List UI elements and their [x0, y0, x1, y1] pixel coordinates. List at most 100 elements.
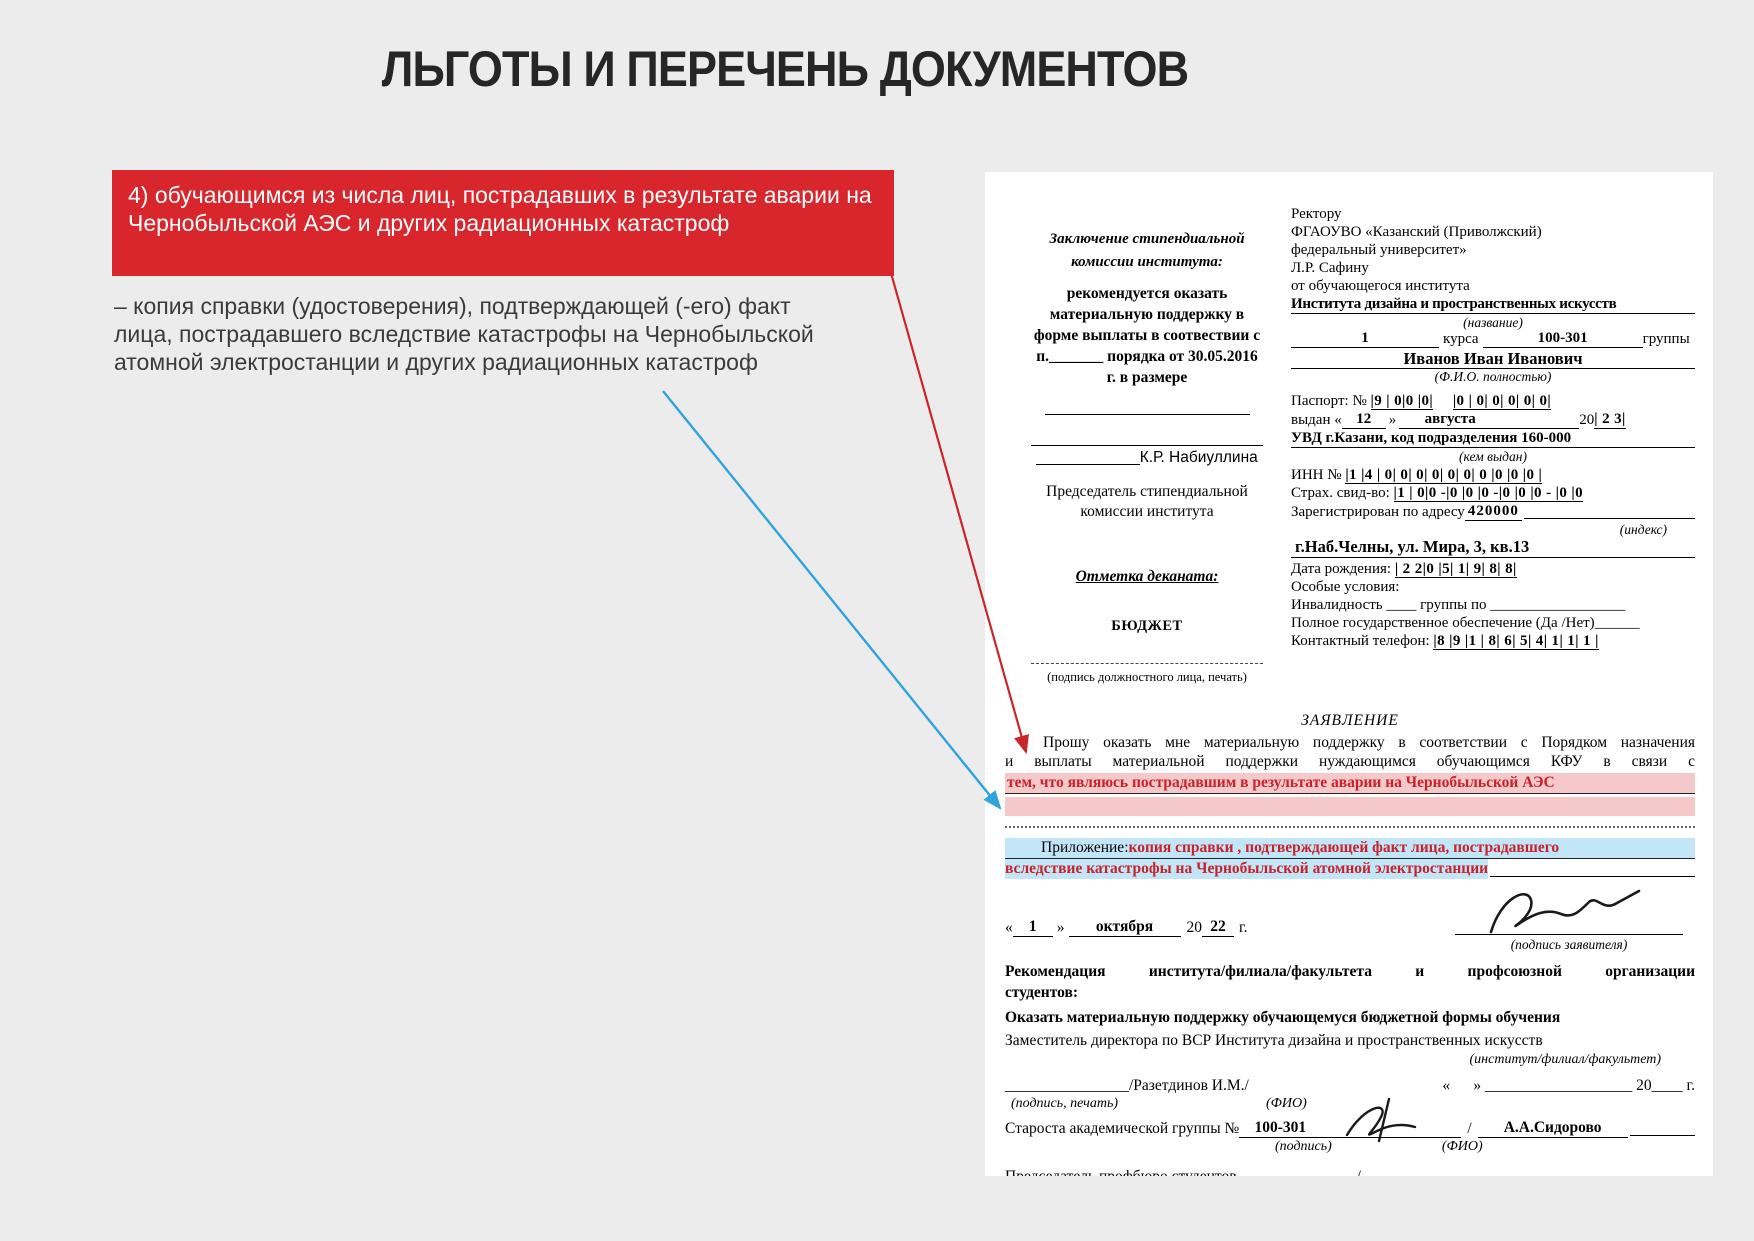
starosta-signature	[1346, 1097, 1417, 1143]
inn-row: ИНН № |1 |4 | 0| 0| 0| 0| 0| 0| 0 |0 |0 …	[1291, 467, 1695, 484]
date-year: 22	[1202, 918, 1234, 937]
signature-blank: ____________	[1036, 449, 1140, 466]
institute-name: Института дизайна и пространственных иск…	[1291, 296, 1695, 314]
deputy-director-line: Заместитель директора по ВСР Института д…	[1005, 1032, 1543, 1049]
budget-label: БЮДЖЕТ	[1111, 618, 1183, 634]
recommendation-decision: Оказать материальную поддержку обучающем…	[1005, 1009, 1561, 1026]
chair-title: Председатель стипендиальной комиссии инс…	[1046, 483, 1248, 520]
profburo-label: Председатель профбюро студентов	[1005, 1168, 1240, 1176]
snils-label: Страх. свид-во:	[1291, 485, 1390, 501]
addressee-line: Ректору	[1291, 206, 1342, 222]
attachment-label: Приложение:	[1041, 839, 1129, 856]
profburo-row: Председатель профбюро студентов ________…	[1005, 1168, 1695, 1176]
applicant-signature-block: (подпись заявителя)	[1455, 889, 1683, 953]
attachment-text: вследствие катастрофы на Чернобыльской а…	[1005, 859, 1489, 879]
conclusion-body: рекомендуется оказать материальную подде…	[1033, 285, 1261, 386]
deputy-fio: /Разетдинов И.М./	[1129, 1077, 1249, 1094]
commission-signer: ____________К.Р. Набиуллина	[1031, 449, 1263, 467]
sign-seal-caption: (подпись, печать)	[1011, 1096, 1118, 1111]
registration-label: Зарегистрирован по адресу	[1291, 504, 1465, 520]
date-month: октября	[1068, 918, 1181, 937]
date-signature-row: « 1 » октября 20 22 г. (подпись заявител…	[1005, 889, 1695, 952]
issued-month: августа	[1399, 411, 1502, 429]
student-fio: Иванов Иван Иванович	[1291, 349, 1695, 369]
blank-line	[1044, 414, 1250, 415]
commission-conclusion-column: Заключение стипендиальной комиссии инсти…	[1031, 206, 1263, 692]
issued-label: выдан «	[1291, 412, 1342, 428]
date-day: 1	[1012, 918, 1053, 937]
blank-line	[1501, 428, 1580, 429]
applicant-signature	[1489, 889, 1641, 934]
blue-arrow	[662, 390, 1002, 810]
form-top: Заключение стипендиальной комиссии инсти…	[1005, 206, 1695, 692]
addressee-line: ФГАОУВО «Казанский (Приволжский)	[1291, 224, 1542, 240]
birthdate-row: Дата рождения: | 2 2|0 |5| 1| 9| 8| 8|	[1291, 561, 1695, 578]
birthdate-value: | 2 2|0 |5| 1| 9| 8| 8|	[1394, 561, 1517, 578]
separator: /	[1467, 1120, 1472, 1137]
dashed-signature-line	[1031, 663, 1263, 664]
issued-close-quote: »	[1388, 412, 1397, 428]
dotted-line	[1005, 824, 1695, 828]
quote-close: »	[1056, 919, 1065, 936]
addressee-line: федеральный университет»	[1291, 242, 1467, 258]
addressee-column: Ректору ФГАОУВО «Казанский (Приволжский)…	[1291, 206, 1695, 692]
blank-line	[1523, 505, 1695, 519]
birthdate-label: Дата рождения:	[1291, 561, 1392, 577]
fio-caption: (ФИО)	[1266, 1096, 1307, 1111]
deputy-sign-left: ________________/Разетдинов И.М./	[1005, 1077, 1249, 1095]
blank-line	[1031, 445, 1263, 446]
fio-blank: ___________________________	[1361, 1168, 1570, 1176]
signer-name: К.Р. Набиуллина	[1139, 449, 1258, 466]
phone-value: |8 |9 |1 | 8| 6| 5| 4| 1| 1| 1 |	[1433, 633, 1599, 650]
reason-highlight: тем, что являюсь пострадавшим в результа…	[1005, 773, 1695, 794]
index-caption: (индекс)	[1619, 522, 1667, 537]
benefit-callout: 4) обучающимся из числа лиц, пострадавши…	[112, 170, 894, 276]
application-form: Заключение стипендиальной комиссии инсти…	[985, 172, 1713, 1176]
course-label: курса	[1443, 331, 1479, 347]
passport-label: Паспорт: №	[1291, 393, 1367, 409]
recommendation-heading-line: студентов:	[1005, 984, 1079, 1001]
statement-body-line: Прошу оказать мне материальную поддержку…	[1043, 734, 1695, 751]
disability-row: Инвалидность ____ группы по ____________…	[1291, 597, 1626, 613]
passport-number: |0 | 0| 0| 0| 0| 0|	[1452, 393, 1552, 410]
signature-line	[1455, 889, 1683, 935]
attachment-row: Приложение: копия справки , подтверждающ…	[1005, 838, 1695, 859]
phone-row: Контактный телефон: |8 |9 |1 | 8| 6| 5| …	[1291, 633, 1695, 650]
recommendation-heading-line: Рекомендация института/филиала/факультет…	[1005, 963, 1695, 980]
passport-series: |9 | 0|0 |0|	[1370, 393, 1434, 410]
starosta-row: Староста академической группы № 100-301 …	[1005, 1097, 1695, 1143]
institute-caption: (институт/филиал/факультет)	[1469, 1052, 1661, 1067]
issued-by-caption: (кем выдан)	[1459, 449, 1527, 464]
page-title: ЛЬГОТЫ И ПЕРЕЧЕНЬ ДОКУМЕНТОВ	[381, 41, 1189, 97]
group-value: 100-301	[1482, 330, 1643, 348]
year-suffix: г.	[1239, 919, 1248, 936]
issued-year: | 2 3|	[1594, 411, 1626, 429]
attachment-row: вследствие катастрофы на Чернобыльской а…	[1005, 859, 1695, 879]
snils-value: |1 | 0|0 -|0 |0 |0 -|0 |0 |0 - |0 |0	[1393, 485, 1583, 502]
benefit-callout-text: 4) обучающимся из числа лиц, пострадавши…	[128, 182, 872, 236]
passport-issued-by: УВД г.Казани, код подразделения 160-000	[1291, 430, 1695, 448]
caption-row: (подпись) (ФИО)	[1005, 1139, 1695, 1155]
course-value: 1	[1291, 330, 1439, 348]
registration-row: Зарегистрирован по адресу 420000	[1291, 503, 1695, 521]
conclusion-heading: Заключение стипендиальной комиссии инсти…	[1049, 231, 1245, 270]
issued-year-prefix: 20	[1579, 412, 1595, 428]
attachment-text: копия справки , подтверждающей факт лица…	[1128, 839, 1560, 856]
fio-caption: (ФИО)	[1441, 1139, 1483, 1154]
inn-value: |1 |4 | 0| 0| 0| 0| 0| 0| 0 |0 |0 |0 |	[1345, 467, 1543, 484]
official-sign-caption: (подпись должностного лица, печать)	[1047, 670, 1247, 684]
phone-label: Контактный телефон:	[1291, 633, 1430, 649]
required-document-note: – копия справки (удостоверения), подтвер…	[114, 293, 814, 375]
reason-highlight-blank	[1005, 797, 1695, 816]
registration-address: г.Наб.Челны, ул. Мира, 3, кв.13	[1291, 537, 1695, 558]
starosta-group: 100-301	[1239, 1119, 1322, 1138]
sign-caption: (подпись)	[1275, 1139, 1332, 1154]
inn-label: ИНН №	[1291, 467, 1342, 483]
starosta-label: Староста академической группы №	[1005, 1120, 1240, 1137]
special-conditions: Особые условия:	[1291, 579, 1400, 595]
signature-blank: ________________	[1005, 1077, 1129, 1094]
deputy-sign-row: ________________/Разетдинов И.М./ « » __…	[1005, 1077, 1695, 1095]
starosta-signature-line	[1321, 1097, 1462, 1143]
institute-caption: (название)	[1463, 315, 1523, 330]
